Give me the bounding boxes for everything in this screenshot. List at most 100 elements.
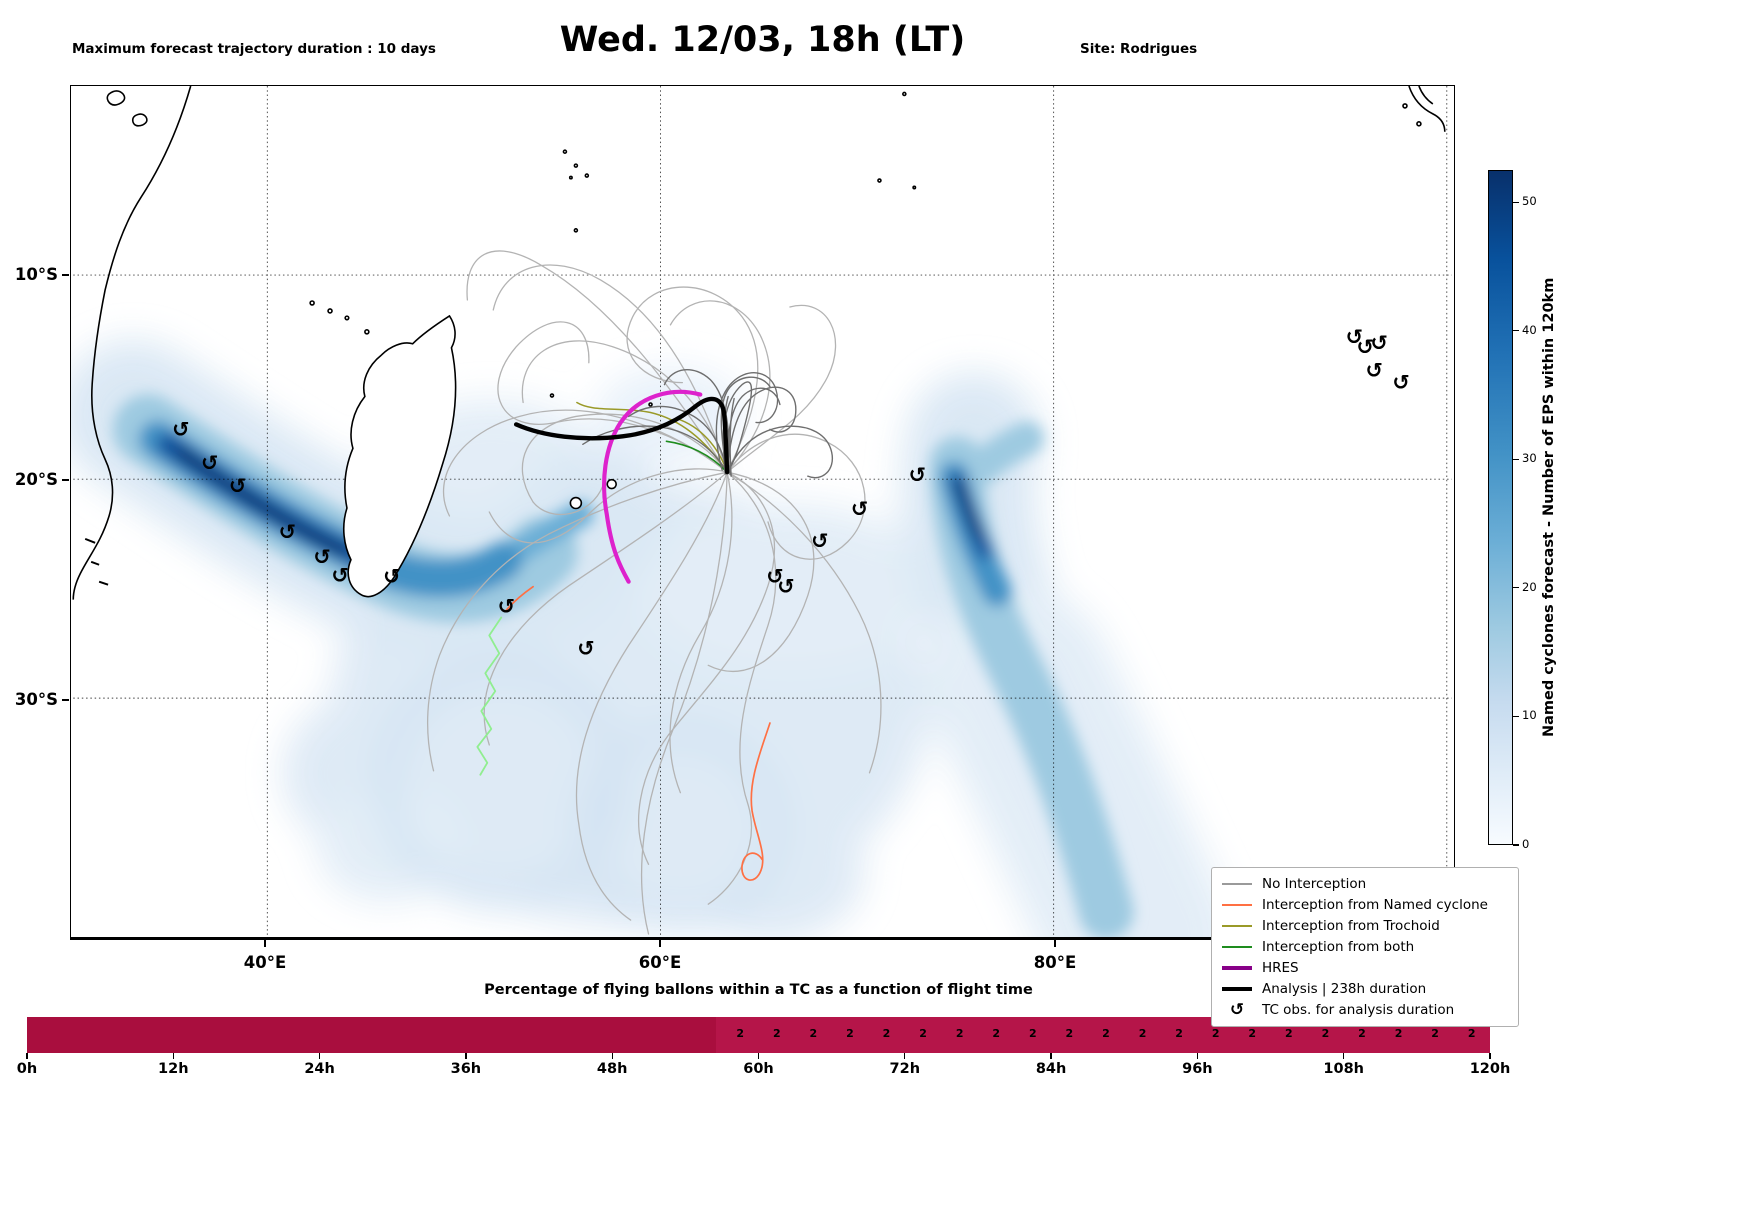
legend-line-swatch: [1222, 904, 1252, 906]
flight-x-tick: [904, 1053, 906, 1059]
map-legend: No Interception Interception from Named c…: [1211, 867, 1519, 1027]
trajectory-no_interception_dark: [726, 386, 797, 473]
legend-item: ↺ TC obs. for analysis duration: [1222, 1000, 1508, 1020]
colorbar-tick-label: 10: [1522, 708, 1537, 723]
trajectory-no_interception: [669, 471, 733, 794]
trajectory-no_interception: [669, 300, 771, 473]
bar-value-label: 2: [955, 1027, 964, 1040]
trajectory-no_interception: [707, 471, 815, 672]
bar-value-label: 2: [1394, 1027, 1403, 1040]
trajectory-no_interception_dark: [715, 372, 779, 471]
tc-obs-icon: ↺: [201, 451, 219, 475]
colorbar-tick-label: 20: [1522, 579, 1537, 594]
trajectory-no_interception: [488, 468, 728, 544]
tc-obs-layer: ↺↺↺↺↺↺ ↺↺↺↺↺↺↺↺↺↺↺↺ ↺: [172, 325, 1410, 661]
flight-x-tick-label: 108h: [1323, 1061, 1364, 1077]
flight-x-tick: [1050, 1053, 1052, 1059]
flight-bar-segment-low: [27, 1017, 716, 1053]
flight-x-tick: [1343, 1053, 1345, 1059]
legend-item: Interception from Trochoid: [1222, 918, 1508, 934]
map-canvas: ↺↺↺↺↺↺ ↺↺↺↺↺↺↺↺↺↺↺↺ ↺: [71, 86, 1452, 937]
flight-x-tick: [318, 1053, 321, 1059]
lon-tick-label: 40°E: [243, 953, 287, 972]
trajectory-layer: [427, 250, 882, 935]
page-title: Wed. 12/03, 18h (LT): [559, 20, 966, 60]
trajectory-both: [665, 440, 728, 473]
tc-obs-icon: ↺: [577, 636, 595, 660]
trajectory-no_interception: [521, 340, 728, 473]
trajectory-no_interception: [641, 471, 728, 935]
flight-x-tick-label: 60h: [743, 1061, 774, 1077]
trajectory-both_light: [476, 616, 503, 776]
trajectory-hres: [602, 389, 703, 584]
flight-x-tick-label: 120h: [1469, 1061, 1511, 1077]
colorbar-tick: [1513, 715, 1519, 718]
lat-tick-label: 30°S: [14, 690, 58, 709]
colorbar-tick: [1513, 458, 1519, 460]
trajectory-no_interception: [626, 286, 759, 473]
legend-item: Interception from Named cyclone: [1222, 897, 1508, 913]
colorbar: [1488, 170, 1513, 845]
colorbar-tick-label: 30: [1522, 451, 1537, 466]
tc-obs-icon: ↺: [811, 529, 829, 553]
bar-value-label: 2: [1321, 1027, 1330, 1040]
trajectory-no_interception: [427, 471, 728, 772]
trajectory-no_interception: [442, 409, 728, 517]
flight-x-tick: [1489, 1053, 1491, 1059]
lon-tick: [264, 940, 266, 947]
bar-value-label: 2: [1467, 1027, 1476, 1040]
colorbar-tick: [1513, 201, 1519, 203]
flight-x-tick-label: 24h: [304, 1061, 335, 1077]
tc-obs-icon: ↺: [313, 545, 331, 569]
lat-tick: [62, 479, 69, 481]
trajectory-no_interception_dark: [582, 425, 728, 473]
trajectory-no_interception: [521, 413, 728, 516]
legend-line-swatch: [1222, 925, 1252, 927]
flight-x-tick-label: 96h: [1182, 1061, 1213, 1077]
legend-line-swatch: [1222, 946, 1252, 948]
lon-tick-label: 60°E: [638, 953, 682, 972]
info-line: Maximum forecast trajectory duration : 1…: [72, 41, 436, 57]
legend-line-swatch: [1222, 883, 1252, 885]
trajectory-trochoid: [576, 401, 728, 473]
flight-x-tick: [611, 1053, 613, 1059]
bar-value-label: 2: [1175, 1027, 1183, 1040]
tc-obs-icon: ↺: [909, 463, 927, 487]
legend-item-label: Analysis | 238h duration: [1262, 981, 1427, 997]
trajectory-no_interception: [483, 471, 728, 746]
flight-x-tick: [172, 1053, 174, 1059]
flight-x-tick: [757, 1053, 760, 1059]
trajectory-no_interception_dark: [627, 405, 728, 473]
flight-x-tick-label: 84h: [1035, 1061, 1067, 1077]
flight-x-tick-label: 0h: [16, 1061, 38, 1077]
legend-item-label: Interception from Trochoid: [1262, 918, 1440, 934]
colorbar-tick: [1513, 587, 1519, 589]
graticule: [73, 86, 1452, 937]
bar-value-label: 2: [1358, 1027, 1366, 1040]
bar-value-label: 2: [1028, 1027, 1037, 1040]
lon-tick: [1054, 940, 1056, 947]
lon-tick: [659, 940, 661, 947]
bar-value-label: 2: [772, 1027, 781, 1040]
colorbar-tick-label: 0: [1522, 837, 1530, 851]
bar-value-label: 2: [809, 1027, 818, 1040]
lat-tick-label: 10°S: [14, 265, 58, 284]
tc-obs-icon: ↺: [1392, 371, 1410, 395]
bar-value-label: 2: [1065, 1027, 1074, 1040]
bar-value-label: 2: [1102, 1027, 1110, 1040]
tc-obs-icon: ↺: [383, 565, 401, 589]
lat-tick: [62, 274, 69, 276]
bar-value-label: 2: [919, 1027, 927, 1040]
tc-obs-icon: ↺: [331, 564, 349, 588]
tc-obs-legend-icon: ↺: [1229, 1000, 1245, 1020]
lon-tick-label: 80°E: [1033, 953, 1077, 972]
legend-item-label: No Interception: [1262, 876, 1367, 892]
eps-density-field: [71, 339, 1233, 937]
flight-x-tick-label: 36h: [450, 1061, 482, 1077]
legend-item: Analysis | 238h duration: [1222, 981, 1508, 997]
legend-item-label: TC obs. for analysis duration: [1262, 1002, 1455, 1018]
legend-item-label: Interception from Named cyclone: [1262, 897, 1488, 913]
tc-obs-icon: ↺: [777, 575, 795, 599]
tc-obs-icon: ↺: [497, 595, 515, 619]
